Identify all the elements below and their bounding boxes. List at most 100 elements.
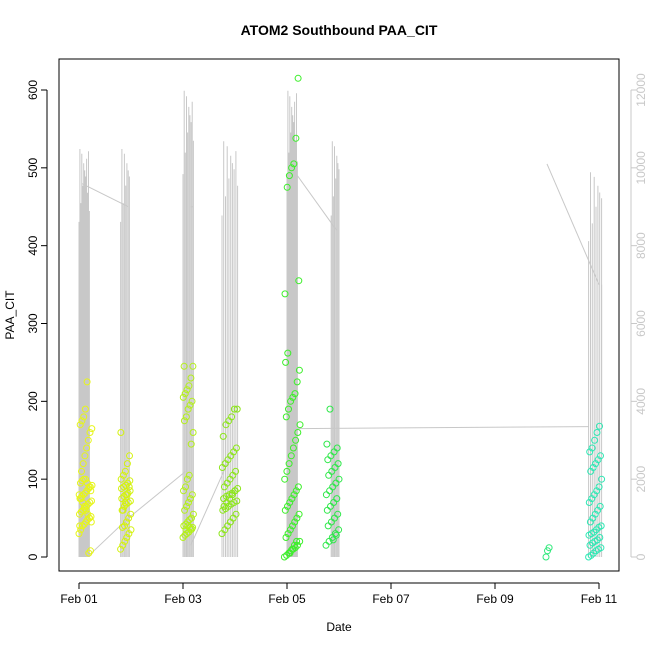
y2-tick-label: 10000 xyxy=(634,151,648,185)
data-point xyxy=(322,541,330,549)
data-point xyxy=(291,518,299,526)
data-point xyxy=(179,393,187,401)
point-series xyxy=(75,74,606,561)
data-point xyxy=(117,475,125,483)
data-point xyxy=(75,491,83,499)
data-point xyxy=(188,525,196,533)
data-point xyxy=(182,483,189,491)
data-point xyxy=(294,429,302,436)
data-point xyxy=(329,536,337,544)
x-tick-label: Feb 05 xyxy=(268,592,306,606)
data-point xyxy=(123,518,130,526)
y2-tick-label: 12000 xyxy=(634,73,648,107)
data-point xyxy=(286,549,294,557)
data-point xyxy=(78,522,86,530)
connector-line xyxy=(297,426,589,430)
data-point xyxy=(123,534,131,541)
data-point xyxy=(231,487,239,495)
data-point xyxy=(280,553,288,561)
data-point xyxy=(334,510,342,518)
data-point xyxy=(333,495,341,503)
data-point xyxy=(186,495,194,503)
data-point xyxy=(288,545,296,553)
data-point xyxy=(123,491,131,499)
y-tick-label: 0 xyxy=(26,553,40,560)
data-point xyxy=(122,481,130,489)
data-point xyxy=(292,436,300,444)
data-point xyxy=(333,444,341,452)
data-point xyxy=(81,505,89,513)
y-tick-label: 100 xyxy=(26,469,40,489)
data-point xyxy=(121,499,129,506)
data-point xyxy=(286,526,294,534)
data-point xyxy=(80,413,88,421)
data-point xyxy=(184,405,192,413)
data-point xyxy=(86,499,94,506)
data-point xyxy=(126,452,133,460)
data-point xyxy=(188,514,195,522)
data-point xyxy=(286,499,294,506)
data-point xyxy=(290,541,298,549)
data-point xyxy=(188,491,196,499)
data-point xyxy=(284,530,292,538)
data-point xyxy=(597,452,604,460)
spike-line xyxy=(182,90,194,557)
y2-tick-label: 4000 xyxy=(634,388,648,415)
data-point xyxy=(186,401,194,409)
data-point xyxy=(294,541,301,549)
data-point xyxy=(86,429,94,436)
data-point xyxy=(81,452,89,460)
chart-title: ATOM2 Southbound PAA_CIT xyxy=(241,22,438,38)
data-point xyxy=(296,421,304,429)
data-point xyxy=(183,386,191,394)
data-point xyxy=(295,510,303,518)
data-point xyxy=(283,467,291,475)
spike-line xyxy=(221,141,239,557)
data-point xyxy=(230,405,238,413)
data-point xyxy=(335,475,343,483)
data-point xyxy=(296,537,304,545)
data-point xyxy=(180,362,188,370)
data-point xyxy=(596,534,604,541)
data-point xyxy=(185,471,193,479)
data-point xyxy=(593,536,601,544)
data-point xyxy=(282,413,290,421)
data-point xyxy=(84,436,92,444)
data-point xyxy=(288,495,296,503)
data-point xyxy=(282,534,290,541)
data-point xyxy=(282,358,290,366)
y2-tick-label: 2000 xyxy=(634,465,648,492)
data-point xyxy=(287,452,295,460)
x-tick-label: Feb 09 xyxy=(476,592,514,606)
data-point xyxy=(285,172,293,180)
data-point xyxy=(542,553,550,561)
data-point xyxy=(183,530,191,538)
data-point xyxy=(285,405,292,413)
data-point xyxy=(185,499,192,506)
x-axis-label: Date xyxy=(326,620,352,634)
y-tick-label: 500 xyxy=(26,158,40,178)
data-point xyxy=(281,290,289,298)
data-point xyxy=(84,510,92,518)
y-axis-label: PAA_CIT xyxy=(3,290,17,340)
data-point xyxy=(597,522,605,530)
data-point xyxy=(188,397,196,405)
data-point xyxy=(183,502,191,510)
data-point xyxy=(289,393,297,401)
data-point xyxy=(290,491,298,499)
connector-line xyxy=(546,163,600,285)
data-point xyxy=(324,522,332,530)
data-point xyxy=(292,487,300,495)
data-point xyxy=(234,485,242,492)
data-point xyxy=(125,483,133,491)
connector-line xyxy=(296,175,337,231)
data-point xyxy=(82,475,90,483)
connector-line xyxy=(128,470,186,519)
data-point xyxy=(182,413,190,421)
data-point xyxy=(281,506,289,514)
data-point xyxy=(118,523,126,531)
data-point xyxy=(334,460,342,468)
data-point xyxy=(79,499,87,506)
data-point xyxy=(293,537,301,545)
